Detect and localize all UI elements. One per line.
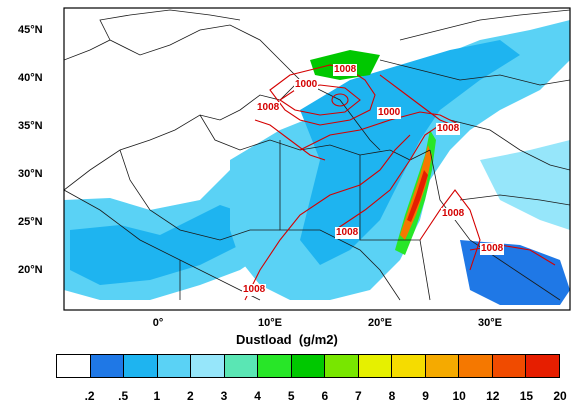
map-frame [63, 7, 571, 311]
legend-tick-label: 8 [388, 389, 396, 403]
isobar-label: 1000 [294, 79, 319, 91]
legend-swatch [459, 355, 493, 377]
legend-tick-label: 7 [355, 389, 362, 403]
dust-region-west-inner [70, 205, 250, 285]
lat-label-40n: 40°N [18, 72, 43, 84]
legend-swatch [224, 355, 259, 377]
legend-tick-label: 5 [287, 389, 295, 403]
isobar-label: 1008 [242, 284, 267, 296]
legend-tick-label: 3 [220, 389, 228, 403]
isobar-label: 1008 [333, 64, 358, 76]
isobar-label: 1000 [377, 107, 402, 119]
legend-swatch [291, 355, 326, 377]
lat-label-30n: 30°N [18, 168, 43, 180]
dust-region-plume-high [400, 145, 432, 240]
legend-tick-label: 9 [422, 389, 429, 403]
legend-tick-label: 12 [486, 389, 500, 403]
legend-tick-label: 20 [553, 389, 567, 403]
lon-label-30e: 30°E [478, 317, 502, 329]
legend-swatch [526, 355, 559, 377]
lon-label-10e: 10°E [258, 317, 282, 329]
legend-swatch [258, 355, 292, 377]
isobar-label: 1008 [256, 102, 281, 114]
legend-tick-label: 6 [321, 389, 329, 403]
dust-region-plume-peak [407, 170, 428, 222]
legend-tick-label: 10 [452, 389, 466, 403]
legend-swatch [392, 355, 426, 377]
legend-tick-label: .2 [84, 389, 95, 403]
legend-swatch [124, 355, 158, 377]
isobar-label: 1008 [441, 208, 466, 220]
legend-tick-label: 4 [254, 389, 261, 403]
legend-swatch [57, 355, 91, 377]
legend-tick-label: 15 [519, 389, 534, 403]
isobar-label: 1008 [480, 243, 505, 255]
legend-swatch [90, 355, 125, 377]
lon-label-20e: 20°E [368, 317, 392, 329]
lat-label-25n: 25°N [18, 216, 43, 228]
legend-tick-label: 1 [153, 389, 161, 403]
lon-label-0: 0° [152, 317, 164, 329]
legend-swatch [325, 355, 359, 377]
legend-title: Dustload (g/m2) [236, 332, 338, 347]
legend-swatch [358, 355, 393, 377]
isobars [244, 64, 556, 301]
lat-label-20n: 20°N [18, 264, 43, 276]
legend-swatch [492, 355, 527, 377]
legend-tick-label: .5 [118, 389, 129, 403]
lat-label-35n: 35°N [18, 120, 43, 132]
legend-swatch [191, 355, 225, 377]
legend-swatch [425, 355, 460, 377]
dust-region-arabia [480, 140, 570, 230]
isobar-label: 1008 [436, 123, 461, 135]
coastlines [64, 9, 570, 301]
legend-swatch [157, 355, 192, 377]
isobar-label: 1008 [335, 227, 360, 239]
color-legend-bar [56, 354, 560, 378]
legend-tick-label: 2 [187, 389, 194, 403]
lat-label-45n: 45°N [18, 24, 43, 36]
